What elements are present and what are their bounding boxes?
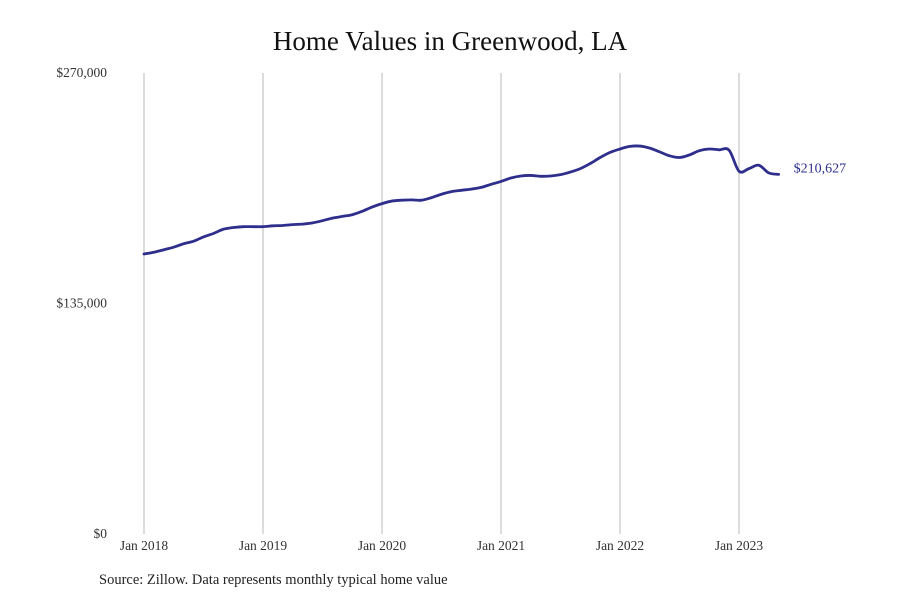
x-tick-label: Jan 2019: [239, 538, 288, 553]
y-tick-label: $270,000: [56, 65, 107, 80]
series-line: [142, 144, 781, 256]
x-tick-label: Jan 2020: [358, 538, 407, 553]
chart-title: Home Values in Greenwood, LA: [272, 26, 628, 56]
x-tick-label: Jan 2022: [596, 538, 644, 553]
x-axis-ticks: Jan 2018 Jan 2019 Jan 2020 Jan 2021 Jan 2022…: [120, 538, 764, 553]
gridlines: [143, 73, 740, 534]
y-axis-ticks: $0 $135,000 $270,000: [56, 65, 107, 541]
series-layer: $210,627: [142, 144, 847, 256]
x-tick-label: Jan 2018: [120, 538, 169, 553]
x-tick-label: Jan 2021: [477, 538, 525, 553]
source-note: Source: Zillow. Data represents monthly …: [99, 572, 448, 588]
y-tick-label: $0: [94, 526, 108, 541]
x-tick-label: Jan 2023: [715, 538, 764, 553]
end-value-label: $210,627: [794, 161, 847, 176]
y-tick-label: $135,000: [56, 296, 107, 311]
